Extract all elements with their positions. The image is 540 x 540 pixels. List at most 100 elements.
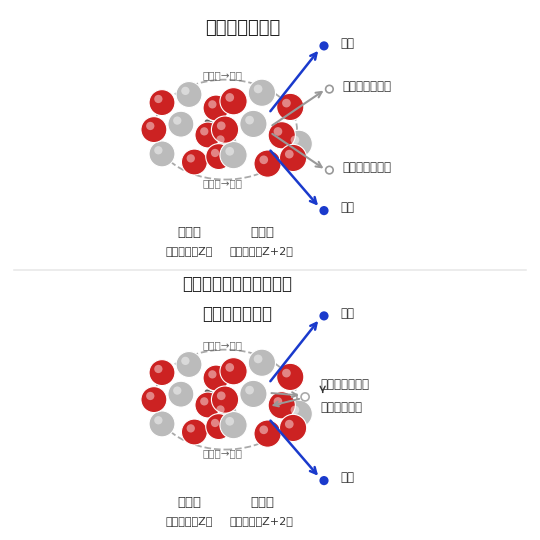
Circle shape [206, 144, 232, 170]
Circle shape [280, 414, 307, 442]
Circle shape [274, 397, 282, 406]
Circle shape [220, 141, 247, 168]
Circle shape [203, 95, 229, 121]
Text: 反ニュートリノ: 反ニュートリノ [343, 80, 392, 93]
Circle shape [291, 406, 299, 414]
Circle shape [217, 406, 225, 414]
Circle shape [212, 386, 239, 413]
Circle shape [181, 149, 207, 175]
Circle shape [254, 150, 281, 177]
Circle shape [254, 85, 262, 93]
Circle shape [154, 95, 163, 103]
Circle shape [176, 352, 202, 377]
Circle shape [240, 110, 267, 138]
Circle shape [141, 117, 167, 143]
Circle shape [280, 144, 307, 172]
Text: （原子番号Z）: （原子番号Z） [165, 246, 213, 256]
Text: （原子番号Z+2）: （原子番号Z+2） [230, 516, 294, 526]
Circle shape [181, 87, 190, 95]
Circle shape [225, 363, 234, 372]
Circle shape [168, 111, 194, 137]
Circle shape [225, 93, 234, 102]
Circle shape [217, 122, 226, 130]
Circle shape [326, 85, 333, 93]
Text: 中性子→陽子: 中性子→陽子 [202, 71, 243, 80]
Text: 中性子→陽子: 中性子→陽子 [202, 341, 243, 350]
Circle shape [195, 122, 221, 148]
Text: 反ニュートリノ: 反ニュートリノ [320, 378, 369, 392]
Text: 原子核: 原子核 [250, 496, 274, 509]
Circle shape [181, 357, 190, 365]
Circle shape [259, 156, 268, 164]
Circle shape [203, 365, 229, 391]
Text: 電子: 電子 [340, 307, 354, 320]
Circle shape [149, 411, 175, 437]
Circle shape [211, 130, 237, 156]
Text: ２重ベータ崩壊: ２重ベータ崩壊 [202, 305, 273, 323]
Circle shape [217, 136, 225, 144]
Circle shape [146, 392, 154, 400]
Text: ニュートリノ: ニュートリノ [320, 401, 362, 414]
Text: 中性子→陽子: 中性子→陽子 [202, 449, 243, 458]
Circle shape [187, 154, 195, 163]
Circle shape [149, 141, 175, 167]
Circle shape [282, 369, 291, 377]
Circle shape [149, 360, 175, 386]
Text: 原子核: 原子核 [250, 226, 274, 239]
Circle shape [211, 419, 219, 427]
Circle shape [211, 149, 219, 157]
Circle shape [248, 349, 275, 376]
Circle shape [154, 146, 163, 154]
Circle shape [168, 381, 194, 407]
Text: 電子: 電子 [340, 37, 354, 50]
Circle shape [268, 122, 295, 149]
Circle shape [220, 87, 247, 115]
Circle shape [326, 166, 333, 174]
Circle shape [200, 397, 208, 406]
Circle shape [187, 424, 195, 433]
Circle shape [285, 150, 294, 159]
Circle shape [220, 411, 247, 438]
Circle shape [154, 365, 163, 373]
Text: 電子: 電子 [340, 201, 354, 214]
Circle shape [225, 417, 234, 426]
Circle shape [217, 392, 226, 400]
Circle shape [240, 380, 267, 408]
Circle shape [285, 130, 312, 157]
Circle shape [211, 400, 237, 426]
Circle shape [173, 387, 181, 395]
Circle shape [320, 41, 328, 50]
Circle shape [225, 147, 234, 156]
Circle shape [154, 416, 163, 424]
Circle shape [301, 393, 309, 401]
Circle shape [245, 386, 254, 395]
Circle shape [208, 100, 217, 109]
Circle shape [149, 90, 175, 116]
Circle shape [176, 82, 202, 107]
Circle shape [200, 127, 208, 136]
Circle shape [282, 99, 291, 107]
Circle shape [285, 400, 312, 427]
Circle shape [212, 116, 239, 143]
Circle shape [259, 426, 268, 434]
Circle shape [208, 370, 217, 379]
Circle shape [206, 414, 232, 440]
Text: 原子核: 原子核 [177, 496, 201, 509]
Text: （原子番号Z+2）: （原子番号Z+2） [230, 246, 294, 256]
Circle shape [141, 387, 167, 413]
Circle shape [320, 476, 328, 485]
Circle shape [245, 116, 254, 125]
Circle shape [285, 420, 294, 429]
Text: 原子核: 原子核 [177, 226, 201, 239]
Circle shape [248, 79, 275, 106]
Circle shape [254, 355, 262, 363]
Circle shape [320, 311, 328, 321]
Circle shape [268, 392, 295, 419]
Text: 反ニュートリノ: 反ニュートリノ [343, 161, 392, 174]
Text: ２重ベータ崩壊: ２重ベータ崩壊 [205, 19, 281, 37]
Text: ニュートリノを伴わない: ニュートリノを伴わない [183, 275, 293, 293]
Circle shape [291, 136, 299, 144]
Circle shape [276, 93, 304, 120]
Circle shape [146, 122, 154, 130]
Circle shape [320, 206, 328, 215]
